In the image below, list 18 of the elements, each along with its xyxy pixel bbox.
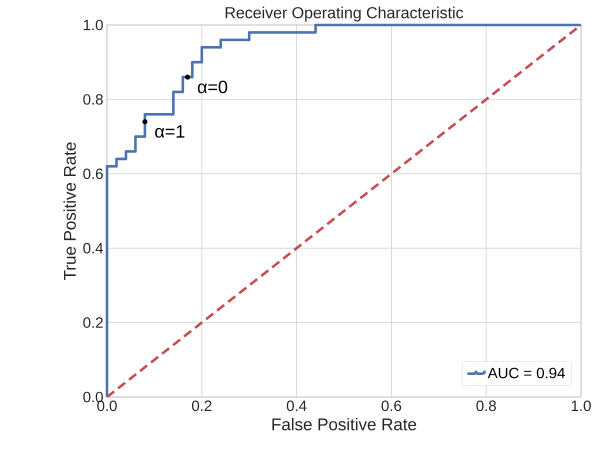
x-tick-label: 0.0 (97, 400, 117, 412)
y-tick-label: 0.8 (83, 94, 103, 105)
y-tick-label: 0.6 (83, 168, 103, 180)
y-tick-label: 0.0 (83, 392, 103, 402)
x-tick-label: 0.6 (382, 400, 402, 412)
x-tick-label: 0.8 (476, 400, 496, 412)
y-tick-label: 0.2 (83, 317, 103, 328)
chart-title: Receiver Operating Characteristic (226, 6, 464, 22)
y-axis-title: True Positive Rate (63, 142, 76, 280)
x-tick-label: 0.4 (286, 400, 307, 412)
x-axis-title: False Positive Rate (272, 418, 416, 430)
annotation: α=1 (155, 125, 184, 138)
x-tick-label: 0.2 (192, 400, 212, 412)
annotation: α=0 (198, 80, 228, 94)
legend-label: AUC = 0.94 (488, 368, 565, 378)
x-tick-label: 1.0 (572, 400, 591, 412)
y-tick-label: 1.0 (84, 20, 103, 30)
y-tick-label: 0.4 (83, 242, 104, 254)
